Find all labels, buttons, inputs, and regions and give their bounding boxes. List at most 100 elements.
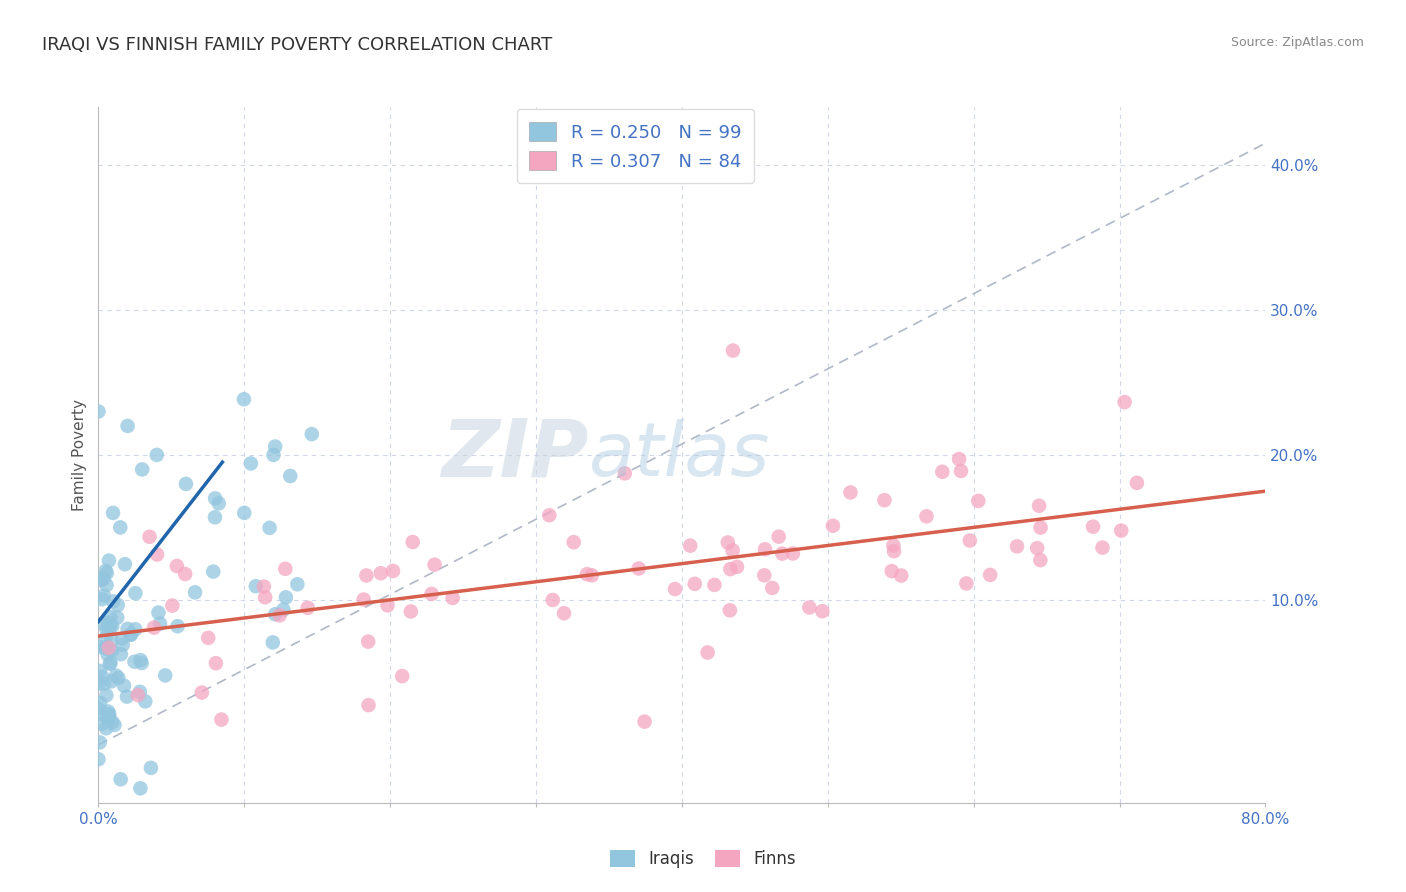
Point (259, 521, 281, 535)
Point (97, 713, 120, 727)
Point (96, 688, 118, 702)
Point (87, 404, 110, 418)
Point (254, 591, 277, 605)
Point (721, 343, 744, 358)
Point (96, 578, 118, 592)
Point (915, 509, 938, 524)
Point (357, 698, 380, 712)
Point (100, 674, 122, 689)
Point (114, 557, 136, 571)
Point (1114, 395, 1136, 409)
Point (131, 656, 153, 670)
Point (166, 619, 188, 633)
Point (101, 714, 124, 729)
Point (285, 577, 308, 591)
Text: Source: ZipAtlas.com: Source: ZipAtlas.com (1230, 36, 1364, 49)
Point (98, 706, 121, 721)
Point (948, 452, 970, 467)
Point (139, 761, 162, 775)
Point (162, 599, 184, 613)
Point (664, 582, 686, 596)
Point (949, 464, 972, 478)
Point (97, 648, 120, 662)
Point (93, 589, 115, 603)
Point (883, 544, 905, 558)
Point (90, 592, 112, 607)
Legend: R = 0.250   N = 99, R = 0.307   N = 84: R = 0.250 N = 99, R = 0.307 N = 84 (516, 109, 754, 183)
Point (96, 566, 118, 580)
Point (754, 568, 776, 582)
Text: ZIP: ZIP (441, 416, 589, 494)
Point (683, 577, 706, 591)
Point (423, 558, 446, 572)
Point (120, 627, 142, 641)
Point (124, 622, 146, 636)
Point (93, 708, 115, 723)
Point (89, 735, 111, 749)
Point (93, 572, 115, 586)
Point (174, 476, 197, 491)
Point (1029, 553, 1052, 567)
Point (97, 711, 120, 725)
Point (278, 469, 301, 483)
Point (96, 640, 118, 655)
Point (273, 602, 295, 616)
Point (541, 593, 564, 607)
Point (94, 721, 117, 735)
Point (107, 598, 129, 612)
Point (129, 653, 152, 667)
Point (117, 418, 139, 433)
Point (233, 506, 256, 520)
Point (821, 518, 844, 533)
Point (262, 635, 284, 649)
Point (110, 520, 132, 534)
Point (882, 539, 904, 553)
Point (191, 685, 214, 699)
Point (274, 562, 297, 576)
Point (356, 568, 378, 582)
Point (155, 668, 177, 682)
Point (205, 656, 228, 670)
Point (402, 535, 425, 549)
Point (967, 494, 990, 508)
Legend: Iraqis, Finns: Iraqis, Finns (603, 843, 803, 875)
Point (245, 579, 267, 593)
Point (87, 677, 110, 691)
Point (94, 564, 117, 578)
Point (98, 657, 121, 671)
Point (204, 491, 226, 506)
Point (127, 688, 149, 702)
Point (120, 628, 142, 642)
Point (97, 615, 120, 630)
Point (101, 643, 124, 657)
Point (101, 506, 124, 520)
Point (202, 565, 225, 579)
Point (111, 638, 134, 652)
Point (208, 496, 231, 510)
Point (129, 781, 152, 796)
Point (87, 752, 110, 766)
Point (721, 543, 744, 558)
Point (264, 440, 287, 454)
Point (297, 600, 319, 615)
Point (91, 616, 114, 631)
Point (955, 576, 977, 591)
Point (128, 685, 150, 699)
Point (725, 560, 748, 574)
Point (262, 448, 284, 462)
Point (94, 631, 117, 645)
Point (391, 669, 413, 683)
Point (761, 581, 783, 595)
Point (353, 592, 375, 607)
Point (696, 646, 718, 660)
Point (301, 427, 323, 442)
Point (98, 620, 121, 634)
Point (98, 553, 121, 567)
Point (269, 608, 291, 623)
Point (979, 568, 1001, 582)
Point (575, 567, 598, 582)
Point (420, 587, 443, 601)
Point (1091, 541, 1114, 555)
Point (124, 655, 146, 669)
Point (148, 606, 170, 620)
